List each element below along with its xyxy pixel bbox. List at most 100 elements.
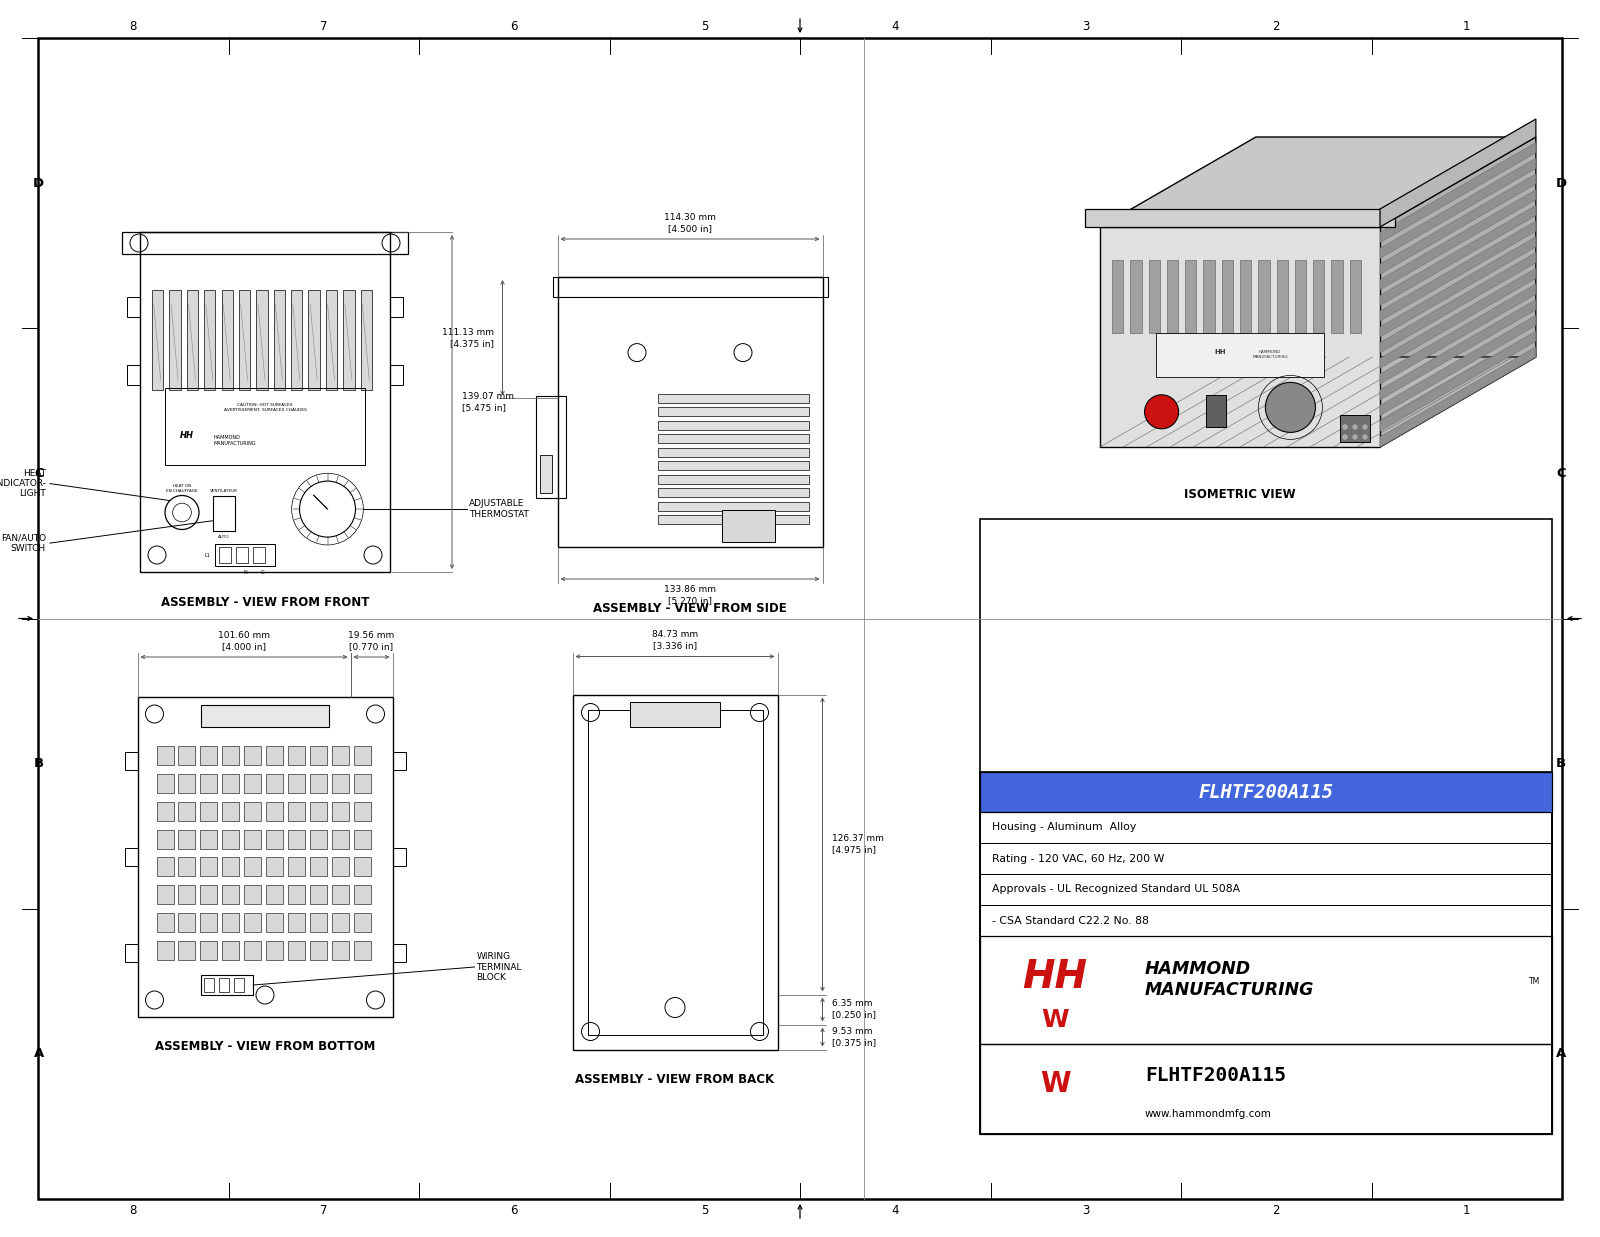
- Bar: [331, 913, 349, 933]
- Text: W: W: [1040, 1070, 1070, 1098]
- Bar: [157, 830, 173, 849]
- Polygon shape: [1379, 252, 1536, 353]
- Text: W: W: [1042, 1008, 1069, 1032]
- Bar: [266, 774, 283, 793]
- Bar: [245, 802, 261, 820]
- Text: 2: 2: [1272, 20, 1280, 33]
- Bar: [1350, 260, 1362, 333]
- Bar: [266, 857, 283, 876]
- Bar: [125, 849, 138, 866]
- Bar: [331, 802, 349, 820]
- Bar: [157, 941, 173, 960]
- Text: 2: 2: [1272, 1204, 1280, 1217]
- Bar: [205, 978, 214, 992]
- Bar: [354, 774, 371, 793]
- Bar: [266, 830, 283, 849]
- Polygon shape: [1379, 158, 1536, 259]
- Bar: [390, 365, 403, 385]
- Text: 139.07 mm
[5.475 in]: 139.07 mm [5.475 in]: [462, 392, 514, 412]
- Text: Approvals - UL Recognized Standard UL 508A: Approvals - UL Recognized Standard UL 50…: [992, 884, 1240, 894]
- Text: 7: 7: [320, 20, 328, 33]
- Polygon shape: [1379, 299, 1536, 400]
- Bar: [157, 802, 173, 820]
- Bar: [222, 857, 240, 876]
- Polygon shape: [1085, 209, 1395, 228]
- Bar: [354, 913, 371, 933]
- Bar: [587, 710, 763, 1034]
- Text: D: D: [1555, 177, 1566, 189]
- Bar: [234, 978, 245, 992]
- Polygon shape: [1379, 285, 1536, 385]
- Text: ADJUSTABLE
THERMOSTAT: ADJUSTABLE THERMOSTAT: [469, 500, 530, 518]
- Text: A: A: [34, 1048, 45, 1060]
- Bar: [200, 774, 218, 793]
- Bar: [245, 774, 261, 793]
- Text: 9.53 mm
[0.375 in]: 9.53 mm [0.375 in]: [832, 1027, 877, 1047]
- Text: 7: 7: [320, 1204, 328, 1217]
- Bar: [200, 857, 218, 876]
- Bar: [187, 289, 198, 390]
- Bar: [392, 752, 405, 769]
- Bar: [245, 746, 261, 764]
- Bar: [179, 746, 195, 764]
- Bar: [1130, 260, 1142, 333]
- Polygon shape: [1379, 174, 1536, 275]
- Polygon shape: [1379, 332, 1536, 432]
- Bar: [658, 475, 810, 484]
- Bar: [157, 886, 173, 904]
- Polygon shape: [1341, 414, 1370, 442]
- Bar: [179, 830, 195, 849]
- Text: 101.60 mm
[4.000 in]: 101.60 mm [4.000 in]: [218, 631, 270, 651]
- Text: Housing - Aluminum  Alloy: Housing - Aluminum Alloy: [992, 823, 1136, 833]
- Text: HH: HH: [1022, 957, 1088, 996]
- Bar: [331, 886, 349, 904]
- Bar: [288, 774, 306, 793]
- Bar: [256, 289, 267, 390]
- Text: B: B: [34, 757, 45, 771]
- Text: A: A: [1555, 1048, 1566, 1060]
- Circle shape: [1342, 424, 1347, 429]
- Bar: [310, 941, 326, 960]
- Text: TM: TM: [1528, 977, 1539, 986]
- Bar: [165, 388, 365, 465]
- Bar: [1331, 260, 1342, 333]
- Bar: [245, 886, 261, 904]
- Bar: [331, 774, 349, 793]
- Polygon shape: [1379, 137, 1536, 447]
- Bar: [202, 975, 253, 995]
- Bar: [344, 289, 355, 390]
- Bar: [354, 941, 371, 960]
- Text: FLHTF200A115: FLHTF200A115: [1198, 783, 1333, 802]
- Polygon shape: [1101, 228, 1379, 447]
- Bar: [1155, 333, 1325, 376]
- Bar: [219, 547, 230, 563]
- Bar: [392, 944, 405, 962]
- Text: www.hammondmfg.com: www.hammondmfg.com: [1146, 1110, 1272, 1119]
- Bar: [979, 520, 1552, 1134]
- Bar: [331, 941, 349, 960]
- Polygon shape: [1379, 221, 1536, 322]
- Bar: [126, 365, 141, 385]
- Bar: [326, 289, 338, 390]
- Polygon shape: [1379, 205, 1536, 306]
- Bar: [658, 421, 810, 430]
- Bar: [222, 941, 240, 960]
- Text: HAMMOND
MANUFACTURING: HAMMOND MANUFACTURING: [1146, 960, 1314, 998]
- Text: FLHTF200A115: FLHTF200A115: [1146, 1066, 1286, 1085]
- Bar: [200, 746, 218, 764]
- Text: 1: 1: [1462, 1204, 1470, 1217]
- Bar: [222, 830, 240, 849]
- Bar: [658, 434, 810, 443]
- Text: 3: 3: [1082, 1204, 1090, 1217]
- Text: ASSEMBLY - VIEW FROM FRONT: ASSEMBLY - VIEW FROM FRONT: [162, 595, 370, 609]
- Text: HAMMOND
MANUFACTURING: HAMMOND MANUFACTURING: [213, 435, 256, 445]
- Text: ISOMETRIC VIEW: ISOMETRIC VIEW: [1184, 489, 1296, 501]
- Text: 4: 4: [891, 20, 899, 33]
- Bar: [288, 886, 306, 904]
- Bar: [658, 393, 810, 403]
- Bar: [266, 746, 283, 764]
- Text: ASSEMBLY - VIEW FROM SIDE: ASSEMBLY - VIEW FROM SIDE: [594, 602, 787, 616]
- Circle shape: [1363, 434, 1368, 439]
- Text: 126.37 mm
[4.975 in]: 126.37 mm [4.975 in]: [832, 835, 885, 855]
- Text: C: C: [34, 466, 45, 480]
